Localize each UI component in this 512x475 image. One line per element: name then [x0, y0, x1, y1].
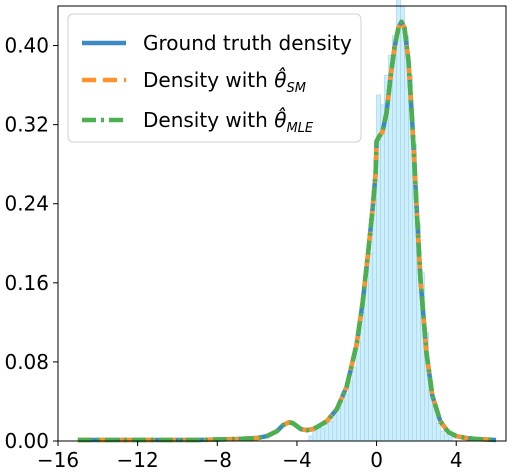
x-tick-label: −16 — [37, 448, 79, 472]
histogram-bar — [324, 423, 330, 442]
histogram-bar — [328, 420, 334, 442]
histogram-bar — [447, 436, 453, 442]
histogram-bar — [392, 35, 397, 442]
histogram-bar — [352, 366, 358, 442]
y-tick-label: 0.16 — [4, 271, 49, 295]
histogram-bar — [344, 394, 350, 442]
density-curves — [77, 19, 497, 443]
histogram-bar — [404, 35, 409, 442]
y-tick-label: 0.00 — [4, 429, 49, 453]
mle-density-line — [77, 19, 497, 443]
x-tick-label: 4 — [450, 448, 463, 472]
x-tick-label: −12 — [117, 448, 159, 472]
histogram-bar — [372, 193, 377, 442]
plot-frame — [57, 5, 507, 442]
histogram-bar — [439, 430, 445, 442]
histogram-bar — [340, 401, 346, 442]
y-tick-label: 0.40 — [4, 34, 49, 58]
y-tick-label: 0.08 — [4, 350, 49, 374]
histogram-bar — [380, 104, 385, 442]
x-tick-label: −4 — [282, 448, 311, 472]
histogram-bar — [332, 414, 338, 442]
histogram-bar — [443, 434, 449, 442]
histogram-bar — [435, 422, 441, 442]
x-tick-label: −8 — [203, 448, 232, 472]
y-axis: 0.00 0.08 0.16 0.24 0.32 0.40 — [4, 34, 58, 453]
histogram-bar — [348, 381, 354, 442]
histogram-bar — [388, 55, 393, 442]
histogram-bar — [368, 252, 373, 442]
legend-item-sm-label: Density with θ̂SM — [143, 67, 306, 96]
legend-box — [67, 13, 362, 143]
x-axis: −16 −12 −8 −4 0 4 — [37, 441, 463, 472]
histogram-bar — [400, 5, 405, 442]
histogram-bar — [312, 430, 318, 442]
legend-item-mle-label: Density with θ̂MLE — [143, 107, 314, 136]
histogram-bar — [360, 312, 365, 442]
histogram-bar — [364, 282, 369, 442]
x-tick-label: 0 — [370, 448, 383, 472]
histogram-bar — [320, 427, 326, 442]
legend-item-ground-truth-label: Ground truth density — [143, 31, 352, 55]
legend: Ground truth density Density with θ̂SM Den… — [67, 13, 362, 143]
y-tick-label: 0.24 — [4, 192, 49, 216]
histogram-bar — [336, 408, 342, 442]
histogram-bar — [356, 341, 361, 442]
histogram-bar — [396, 0, 401, 442]
histogram-bar — [308, 435, 314, 442]
y-tick-label: 0.32 — [4, 113, 49, 137]
